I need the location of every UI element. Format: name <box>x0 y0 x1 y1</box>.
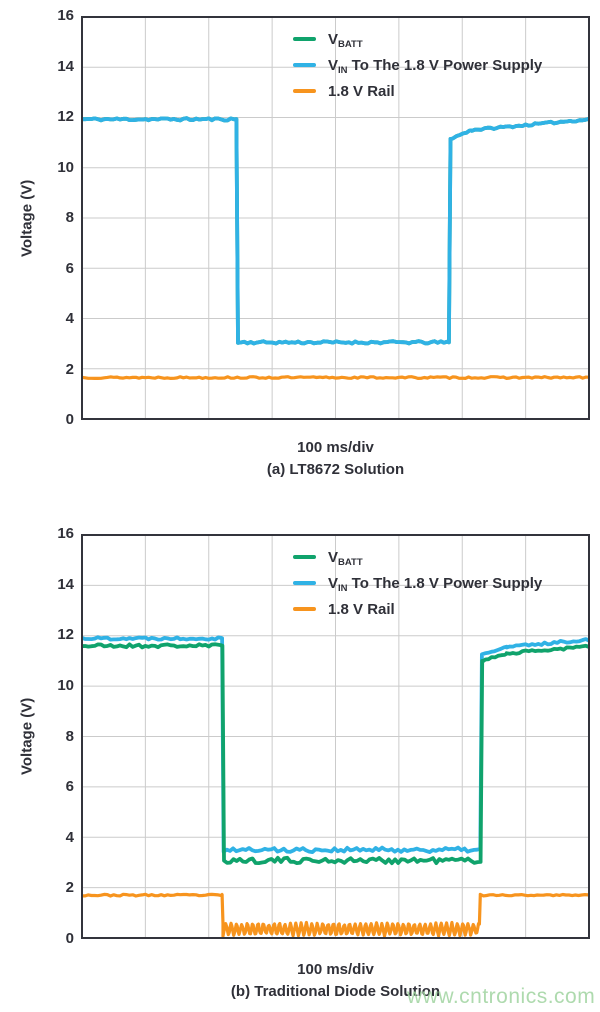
plot-border <box>81 16 590 420</box>
y-tick-label: 12 <box>57 108 74 125</box>
plot-area: VBATT VIN To The 1.8 V Power Supply 1.8 V … <box>81 534 590 939</box>
plot-border <box>81 534 590 939</box>
y-tick-label: 6 <box>65 778 74 796</box>
y-tick-label: 10 <box>57 158 74 176</box>
y-tick-label: 2 <box>65 879 74 897</box>
chart-caption: (b) Traditional Diode Solution <box>230 983 441 1000</box>
y-tick-label: 12 <box>57 626 74 644</box>
trace-v-in-to-the-1-8-v-power-supply <box>83 635 588 854</box>
y-tick-label: 0 <box>65 411 74 428</box>
trace-v-batt <box>83 642 588 866</box>
waveform-plot <box>81 534 590 939</box>
trace-1-8-v-rail <box>83 375 588 380</box>
plot-area: VBATT VIN To The 1.8 V Power Supply 1.8 V … <box>81 16 590 420</box>
watermark-text: www.cntronics.com <box>407 985 596 1008</box>
y-tick-label: 4 <box>65 310 74 327</box>
y-tick-label: 6 <box>65 259 74 277</box>
chart-caption: (a) LT8672 Solution <box>266 461 405 478</box>
y-tick-label: 8 <box>65 209 74 226</box>
x-scale-caption: 100 ms/div <box>297 439 374 456</box>
gridlines <box>82 535 589 938</box>
y-tick-label: 0 <box>65 930 74 947</box>
y-tick-label: 16 <box>57 7 74 24</box>
x-scale-caption: 100 ms/div <box>297 961 374 978</box>
y-tick-label: 10 <box>57 676 74 694</box>
trace-v-in-to-the-1-8-v-power-supply <box>83 116 588 346</box>
y-tick-label: 8 <box>65 727 74 745</box>
y-tick-label: 14 <box>57 57 74 75</box>
waveform-plot <box>81 16 590 420</box>
trace-1-8-v-rail <box>83 892 588 937</box>
y-tick-label: 2 <box>65 360 74 378</box>
gridlines <box>82 17 589 419</box>
y-tick-label: 4 <box>65 828 74 846</box>
y-tick-label: 16 <box>57 525 74 542</box>
y-tick-label: 14 <box>57 575 74 593</box>
